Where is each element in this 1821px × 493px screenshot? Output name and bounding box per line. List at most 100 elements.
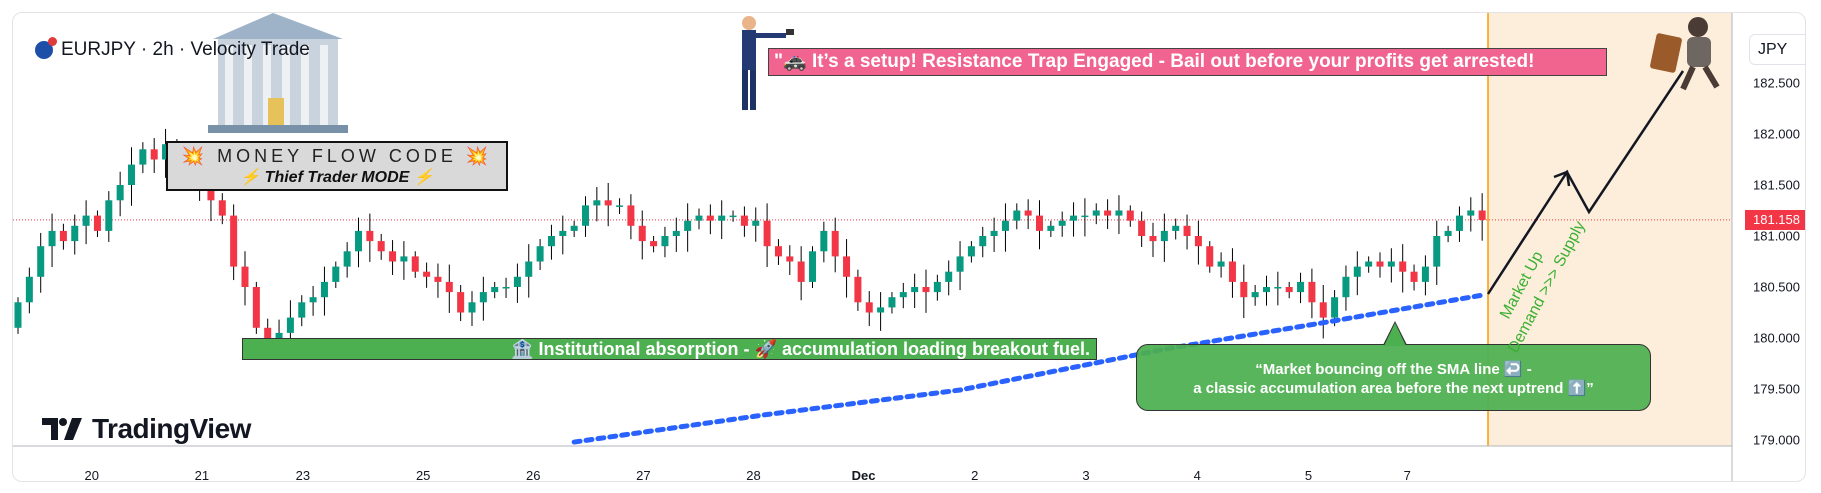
candle-body bbox=[309, 297, 317, 303]
candle bbox=[525, 244, 533, 298]
police-illustration bbox=[742, 16, 794, 110]
candle bbox=[1160, 213, 1168, 262]
candle bbox=[763, 203, 771, 268]
candle bbox=[809, 246, 816, 289]
candle bbox=[1274, 271, 1282, 306]
candle-body bbox=[729, 215, 737, 218]
candle-body bbox=[1070, 215, 1078, 221]
candle-body bbox=[1172, 225, 1180, 231]
candle-body bbox=[695, 215, 703, 221]
candle-body bbox=[559, 230, 567, 236]
candle-body bbox=[945, 271, 953, 282]
candle-body bbox=[843, 256, 851, 277]
candle bbox=[355, 217, 362, 268]
candle bbox=[1206, 241, 1214, 273]
candle bbox=[1455, 206, 1463, 242]
time-tick: 23 bbox=[295, 468, 311, 482]
candle-body bbox=[1365, 261, 1373, 267]
candle-body bbox=[332, 266, 340, 282]
candle-body bbox=[1126, 210, 1134, 221]
candle-body bbox=[162, 144, 170, 160]
candle bbox=[1013, 203, 1021, 230]
candle-body bbox=[513, 276, 521, 287]
thief-head bbox=[1688, 17, 1708, 37]
candle bbox=[1308, 268, 1316, 319]
candle-body bbox=[672, 230, 680, 236]
price-chart[interactable] bbox=[13, 13, 1806, 482]
candle bbox=[434, 263, 442, 298]
candle-body bbox=[547, 236, 555, 247]
candle-body bbox=[1342, 276, 1350, 298]
candle bbox=[1070, 202, 1078, 237]
candle-body bbox=[343, 251, 351, 267]
candle bbox=[536, 239, 544, 271]
candle bbox=[14, 297, 22, 334]
candle bbox=[502, 277, 510, 299]
candle-body bbox=[389, 251, 397, 262]
candle-body bbox=[1240, 281, 1248, 298]
bank-column bbox=[301, 45, 309, 125]
candle-body bbox=[922, 287, 930, 293]
candle bbox=[1285, 281, 1293, 299]
candle bbox=[71, 214, 79, 255]
candle bbox=[1104, 199, 1112, 230]
candle-body bbox=[763, 220, 771, 247]
candle bbox=[309, 285, 317, 316]
candle bbox=[1387, 248, 1395, 283]
thief-illustration bbox=[1650, 17, 1720, 91]
candle-body bbox=[820, 230, 828, 252]
candle-body bbox=[286, 317, 294, 333]
candle bbox=[616, 198, 624, 214]
candle-body bbox=[1036, 215, 1043, 231]
candle-body bbox=[1217, 261, 1225, 267]
candle bbox=[1047, 220, 1055, 238]
bank-door bbox=[268, 98, 284, 125]
candle-body bbox=[604, 200, 612, 206]
candle bbox=[922, 269, 930, 313]
candle bbox=[582, 196, 589, 237]
candle bbox=[979, 226, 987, 258]
candle-body bbox=[48, 230, 56, 247]
candle bbox=[400, 241, 408, 280]
candle-body bbox=[1376, 261, 1384, 267]
bank-illustration bbox=[208, 13, 348, 133]
candle-body bbox=[1183, 225, 1191, 236]
sma-line bbox=[571, 292, 1485, 445]
candle bbox=[752, 207, 760, 242]
candle bbox=[1444, 225, 1452, 243]
candle bbox=[25, 267, 33, 314]
currency-button[interactable]: JPY bbox=[1749, 34, 1805, 65]
candle bbox=[1342, 265, 1350, 311]
candle-body bbox=[1092, 210, 1100, 216]
thief-legs bbox=[1680, 65, 1720, 91]
candle-body bbox=[1138, 220, 1146, 236]
candle bbox=[162, 128, 170, 178]
candle bbox=[604, 182, 612, 227]
candle bbox=[1365, 256, 1373, 273]
price-tick: 181.500 bbox=[1753, 177, 1800, 193]
candle-body bbox=[82, 215, 90, 226]
chart-card: EURJPY · 2h · Velocity Trade JPY 💥 MONEY… bbox=[12, 12, 1806, 482]
candle bbox=[786, 245, 794, 275]
candle bbox=[366, 213, 374, 262]
candle-body bbox=[536, 246, 544, 262]
time-tick: 2 bbox=[971, 468, 979, 482]
time-tick: 20 bbox=[84, 468, 99, 482]
current-price-label: 181.158 bbox=[1745, 209, 1805, 230]
callout-line-1: “Market bouncing off the SMA line ↩️ - bbox=[1255, 361, 1532, 378]
candle-body bbox=[1206, 246, 1214, 267]
bank-column bbox=[282, 45, 290, 125]
candle-body bbox=[979, 236, 987, 247]
candle-body bbox=[230, 215, 238, 267]
candle-body bbox=[899, 292, 907, 298]
candle bbox=[320, 266, 328, 316]
time-tick: 26 bbox=[526, 468, 541, 482]
candle-body bbox=[797, 261, 805, 282]
tradingview-logo[interactable]: TradingView bbox=[42, 413, 251, 445]
candle-body bbox=[491, 287, 499, 293]
candle-body bbox=[1353, 266, 1361, 277]
sma-callout: “Market bouncing off the SMA line ↩️ - a… bbox=[1136, 321, 1651, 411]
candle-body bbox=[218, 200, 226, 216]
candle-body bbox=[1149, 236, 1157, 242]
candle-body bbox=[71, 225, 79, 242]
